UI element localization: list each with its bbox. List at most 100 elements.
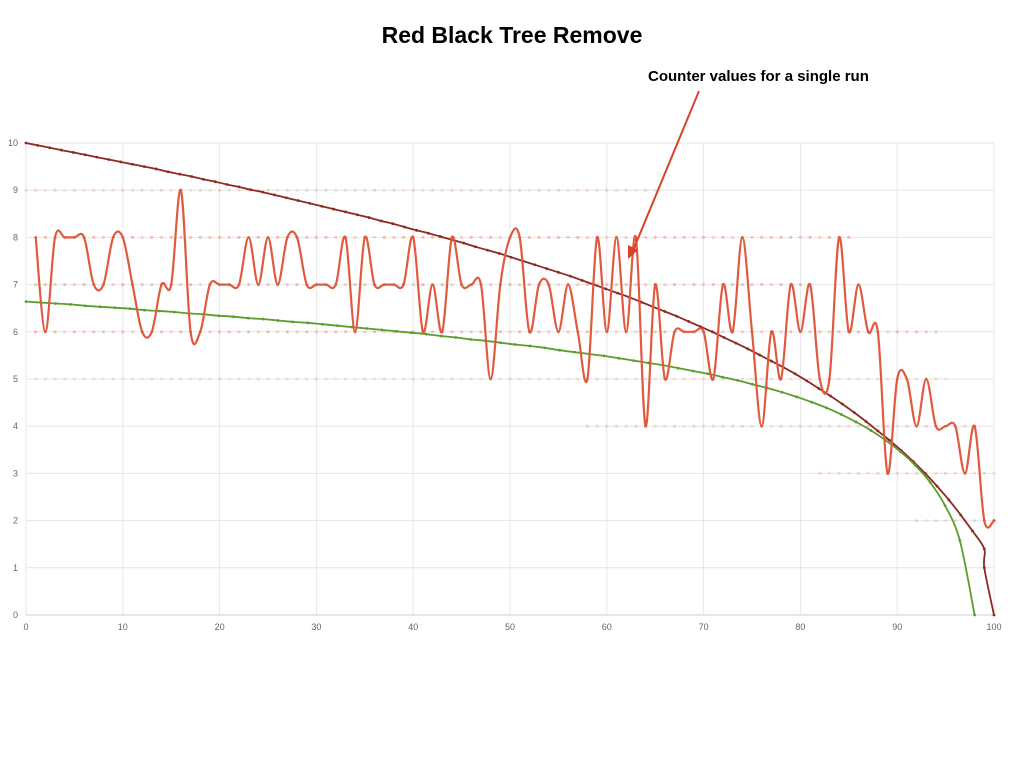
lower-point	[750, 382, 754, 386]
single-run-point	[828, 377, 831, 381]
upper-point	[213, 180, 217, 184]
upper-point	[119, 160, 123, 164]
scatter-point	[595, 377, 599, 381]
scatter-point	[111, 188, 115, 192]
lower-point	[217, 314, 221, 318]
scatter-point	[576, 283, 580, 287]
scatter-point	[769, 235, 773, 239]
y-tick-label: 7	[13, 280, 18, 290]
single-run-point	[518, 236, 521, 239]
scatter-point	[789, 235, 793, 239]
scatter-point	[179, 377, 183, 381]
scatter-point	[266, 188, 270, 192]
scatter-point	[789, 424, 793, 428]
scatter-point	[614, 188, 619, 192]
scatter-point	[266, 283, 270, 287]
lower-point	[617, 356, 621, 360]
scatter-point	[227, 188, 231, 192]
single-run-point	[682, 330, 686, 334]
upper-point	[992, 613, 996, 617]
scatter-point	[188, 377, 193, 381]
scatter-point	[237, 235, 241, 239]
scatter-point	[740, 424, 744, 428]
single-run-point	[808, 283, 812, 286]
scatter-point	[53, 188, 57, 192]
upper-point	[545, 267, 548, 270]
single-run-point	[353, 330, 357, 334]
scatter-point	[421, 283, 425, 287]
scatter-point	[740, 377, 744, 381]
single-run-point	[102, 283, 105, 286]
lower-point	[335, 324, 339, 328]
scatter-point	[924, 330, 928, 334]
scatter-point	[605, 377, 609, 381]
scatter-point	[334, 377, 338, 381]
scatter-point	[479, 330, 483, 334]
scatter-point	[992, 471, 996, 475]
scatter-point	[566, 188, 570, 192]
single-run-point	[363, 236, 367, 239]
scatter-point	[237, 330, 241, 334]
chart-title: Red Black Tree Remove	[381, 22, 643, 48]
lower-point	[409, 331, 413, 335]
scatter-point	[547, 377, 551, 381]
scatter-point	[479, 235, 483, 239]
scatter-point	[576, 377, 580, 381]
scatter-point	[363, 188, 367, 192]
scatter-point	[401, 188, 406, 192]
scatter-point	[469, 330, 473, 334]
upper-point	[379, 219, 383, 223]
upper-point	[320, 204, 324, 208]
scatter-point	[159, 330, 164, 334]
upper-point	[982, 547, 986, 551]
scatter-point	[82, 330, 86, 334]
single-run-point	[741, 236, 744, 239]
scatter-point	[469, 188, 473, 192]
single-run-point	[44, 330, 47, 334]
upper-point	[769, 359, 773, 363]
scatter-point	[769, 424, 773, 428]
lower-point	[839, 413, 843, 416]
scatter-point	[363, 330, 367, 334]
scatter-point	[885, 330, 890, 334]
single-run-point	[857, 283, 860, 286]
scatter-point	[489, 188, 493, 192]
scatter-point	[247, 377, 251, 381]
scatter-point	[314, 235, 318, 239]
scatter-point	[63, 377, 67, 381]
single-run-point	[431, 283, 434, 286]
single-run-point	[673, 330, 676, 334]
upper-point	[166, 170, 170, 174]
single-run-point	[150, 330, 154, 334]
upper-point	[876, 429, 880, 433]
scatter-point	[285, 377, 289, 381]
scatter-point	[537, 235, 541, 239]
scatter-point	[518, 283, 522, 287]
scatter-point	[982, 471, 986, 475]
scatter-point	[430, 330, 435, 334]
scatter-point	[624, 424, 628, 428]
scatter-point	[169, 377, 173, 381]
scatter-point	[101, 330, 106, 334]
upper-point	[107, 158, 111, 161]
scatter-point	[295, 377, 299, 381]
y-tick-label: 0	[13, 610, 18, 620]
upper-point	[344, 210, 347, 214]
scatter-point	[198, 377, 202, 381]
annotation-arrowhead	[628, 245, 638, 259]
lower-point	[380, 328, 384, 332]
upper-point	[486, 248, 489, 252]
lower-point	[143, 308, 146, 312]
upper-point	[840, 402, 844, 406]
single-run-point	[779, 377, 783, 381]
scatter-point	[198, 283, 202, 287]
scatter-point	[353, 188, 357, 192]
lower-point	[543, 346, 547, 350]
upper-point	[36, 143, 40, 147]
scatter-point	[769, 283, 773, 287]
upper-point	[935, 484, 939, 488]
scatter-point	[634, 283, 638, 287]
lower-point	[632, 359, 636, 362]
scatter-point	[276, 330, 280, 334]
